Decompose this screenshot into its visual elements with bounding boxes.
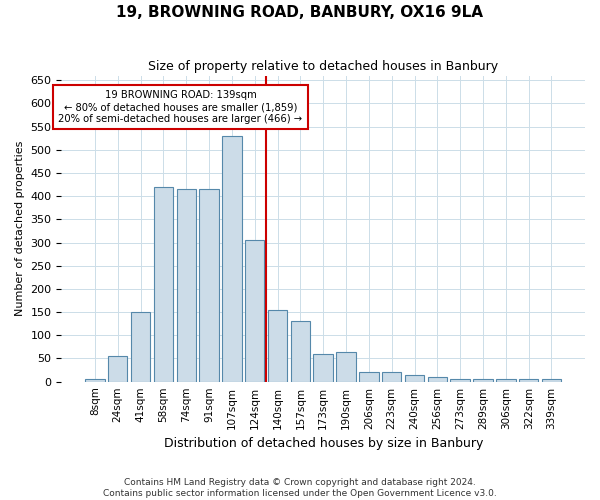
Bar [268,310,287,382]
Bar [473,380,493,382]
Bar [85,380,104,382]
X-axis label: Distribution of detached houses by size in Banbury: Distribution of detached houses by size … [164,437,483,450]
Bar [290,322,310,382]
Bar [313,354,333,382]
Bar [199,189,219,382]
Y-axis label: Number of detached properties: Number of detached properties [15,141,25,316]
Bar [337,352,356,382]
Bar [405,374,424,382]
Title: Size of property relative to detached houses in Banbury: Size of property relative to detached ho… [148,60,498,73]
Text: 19 BROWNING ROAD: 139sqm
← 80% of detached houses are smaller (1,859)
20% of sem: 19 BROWNING ROAD: 139sqm ← 80% of detach… [58,90,302,124]
Bar [131,312,150,382]
Bar [428,377,447,382]
Bar [108,356,127,382]
Bar [245,240,265,382]
Bar [496,380,515,382]
Text: 19, BROWNING ROAD, BANBURY, OX16 9LA: 19, BROWNING ROAD, BANBURY, OX16 9LA [116,5,484,20]
Bar [176,189,196,382]
Bar [154,187,173,382]
Bar [451,380,470,382]
Bar [542,380,561,382]
Bar [359,372,379,382]
Bar [382,372,401,382]
Bar [519,380,538,382]
Text: Contains HM Land Registry data © Crown copyright and database right 2024.
Contai: Contains HM Land Registry data © Crown c… [103,478,497,498]
Bar [222,136,242,382]
